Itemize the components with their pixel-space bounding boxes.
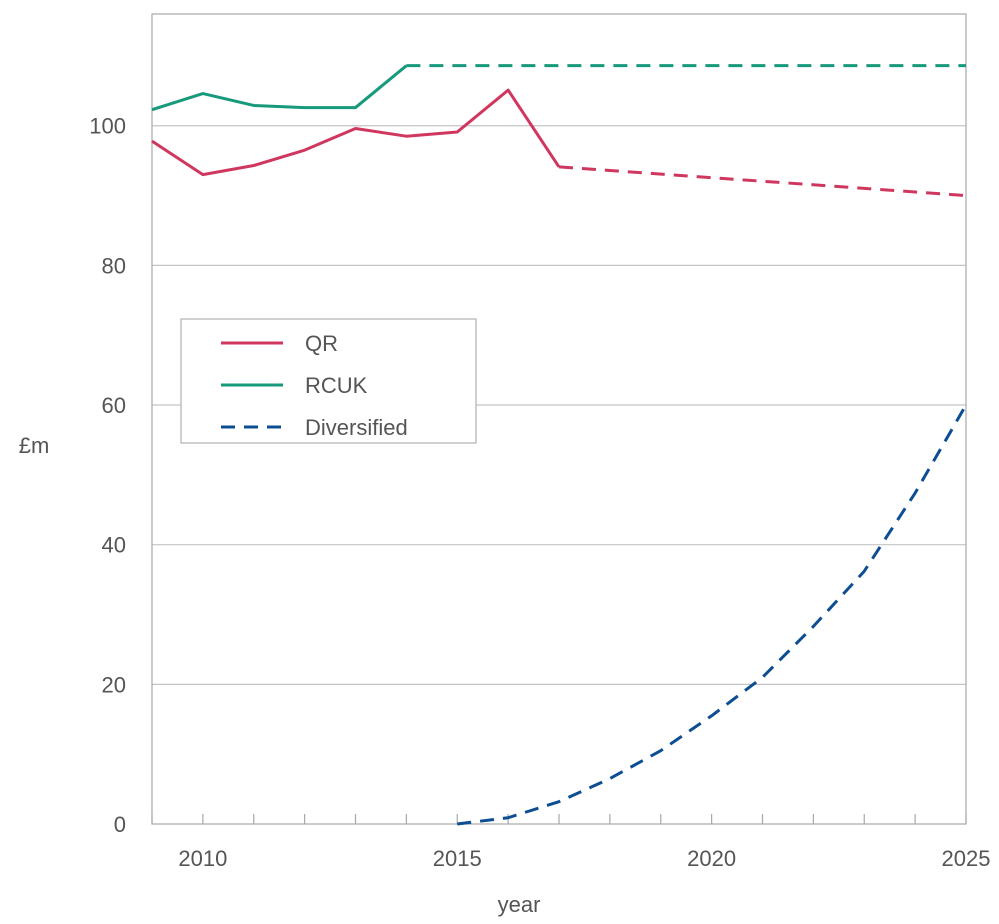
y-tick-label: 60 xyxy=(102,393,126,418)
x-tick-label: 2010 xyxy=(178,846,227,871)
x-tick-label: 2015 xyxy=(433,846,482,871)
legend-box xyxy=(180,318,477,444)
series-lines xyxy=(151,64,968,826)
x-axis-title: year xyxy=(498,892,541,917)
y-tick-label: 0 xyxy=(114,812,126,837)
legend: QR RCUK Diversified xyxy=(180,318,477,444)
y-tick-label: 20 xyxy=(102,672,126,697)
y-axis-title: £m xyxy=(19,433,50,458)
y-tick-label: 40 xyxy=(102,533,126,558)
series-qr-dashed-line xyxy=(558,165,967,198)
y-tick-labels: 0 20 40 60 80 100 xyxy=(89,114,126,837)
y-tick-label: 80 xyxy=(102,253,126,278)
series-rcuk-solid-line xyxy=(151,64,408,112)
legend-label-diversified: Diversified xyxy=(305,415,408,440)
legend-label-qr: QR xyxy=(305,331,338,356)
x-minor-ticks xyxy=(151,814,967,824)
x-tick-label: 2025 xyxy=(942,846,991,871)
y-tick-label: 100 xyxy=(89,114,126,139)
series-diversified-dashed-line xyxy=(457,404,968,826)
x-tick-label: 2020 xyxy=(687,846,736,871)
x-tick-labels: 2010 2015 2020 2025 xyxy=(178,846,990,871)
series-qr-solid-line xyxy=(151,88,561,177)
legend-label-rcuk: RCUK xyxy=(305,373,368,398)
